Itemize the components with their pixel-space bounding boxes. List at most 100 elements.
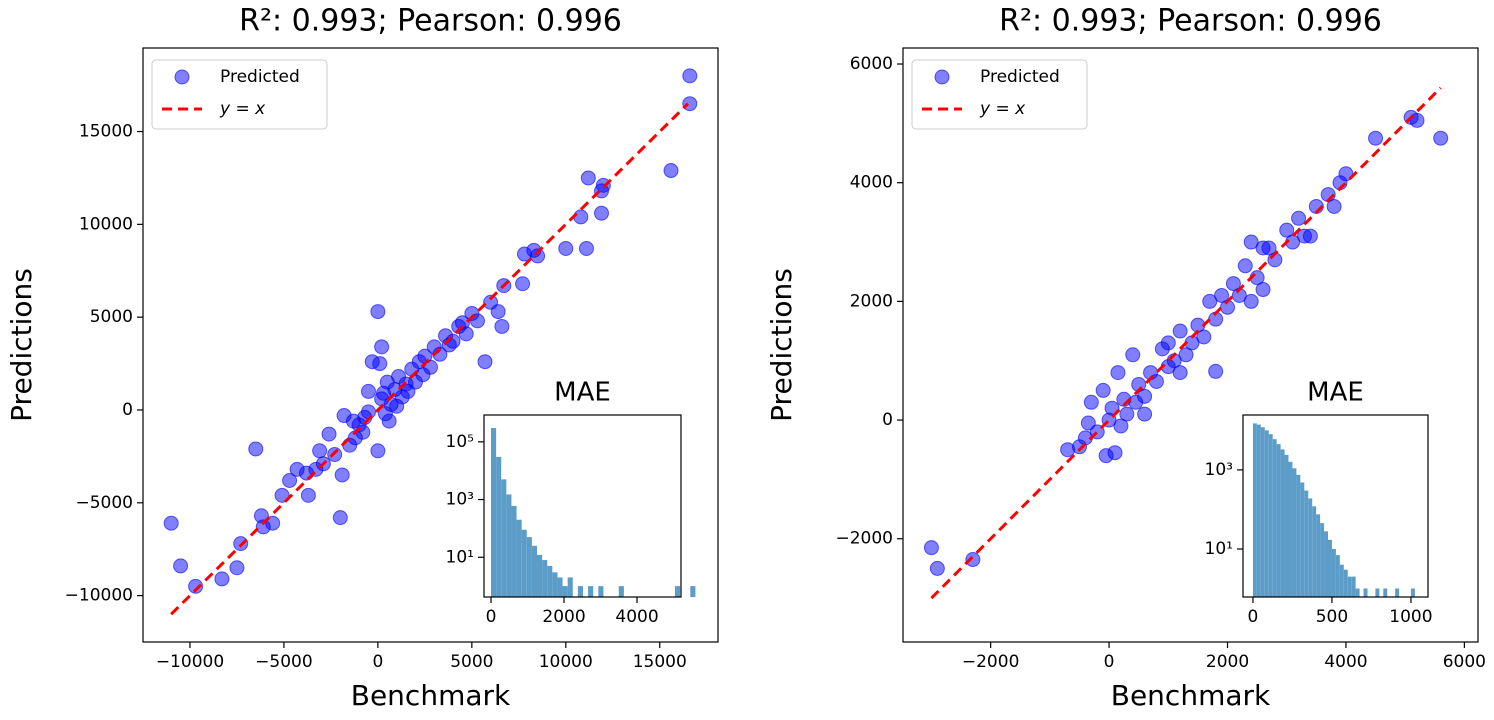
point: [300, 487, 316, 503]
point: [515, 276, 531, 292]
legend-box: [911, 59, 1088, 130]
histogram-bar: [1288, 461, 1293, 597]
x-axis-label: Benchmark: [1111, 679, 1271, 712]
y-tick-label: 10³: [446, 490, 474, 510]
point: [663, 163, 679, 179]
point: [578, 240, 594, 256]
histogram-bar: [598, 586, 604, 597]
x-tick-label: 0: [1248, 607, 1259, 627]
y-tick-label: 10³: [1205, 460, 1233, 480]
point: [173, 558, 189, 574]
y-tick-label: −5000: [75, 493, 133, 513]
histogram-bar: [1410, 588, 1415, 597]
point: [360, 404, 376, 420]
point: [573, 209, 589, 225]
point: [370, 443, 386, 459]
point: [360, 383, 376, 399]
histogram-bar: [577, 586, 583, 597]
point: [494, 318, 510, 334]
y-tick-label: 10¹: [446, 547, 474, 567]
y-tick-label: 10000: [79, 214, 133, 234]
point: [1225, 276, 1241, 292]
point: [454, 315, 470, 331]
histogram-bar: [1280, 449, 1285, 597]
legend-label: Predicted: [980, 67, 1060, 87]
point: [530, 248, 546, 264]
y-tick-label: 6000: [850, 54, 893, 74]
y-tick-label: 15000: [79, 122, 133, 142]
histogram-bar: [1256, 424, 1261, 597]
point: [282, 473, 298, 489]
point: [374, 339, 390, 355]
histogram-bar: [501, 479, 507, 597]
histogram-bar: [1316, 514, 1321, 597]
point: [345, 413, 361, 429]
point: [1202, 293, 1218, 309]
point: [1368, 130, 1384, 146]
histogram-bar: [1347, 576, 1352, 597]
histogram-bar: [588, 586, 594, 597]
histogram-bar: [547, 565, 553, 597]
histogram-bar: [674, 586, 681, 597]
histogram-bar: [506, 494, 512, 597]
point: [923, 540, 939, 556]
histogram-bar: [1327, 539, 1332, 597]
point: [965, 552, 981, 568]
chart-title: MAE: [1307, 378, 1364, 408]
point: [1326, 198, 1342, 214]
point: [376, 385, 392, 401]
x-tick-label: −2000: [962, 652, 1020, 672]
y-tick-label: 10¹: [1205, 539, 1233, 559]
point: [381, 413, 397, 429]
histogram-bar: [1252, 423, 1257, 597]
histogram-bar: [1339, 564, 1344, 597]
x-tick-label: 4000: [1324, 652, 1367, 672]
x-axis-label: Benchmark: [351, 679, 511, 712]
x-tick-label: 0: [1104, 652, 1115, 672]
point: [229, 560, 245, 576]
plot-frame: [483, 414, 682, 598]
x-tick-label: 1000: [1389, 607, 1432, 627]
point: [1125, 347, 1141, 363]
y-axis-label: Predictions: [5, 268, 38, 422]
point: [1243, 293, 1259, 309]
histogram-bar: [557, 577, 563, 597]
histogram-bar: [552, 572, 558, 597]
point: [1178, 347, 1194, 363]
point: [370, 304, 386, 320]
legend-label: Predicted: [220, 67, 300, 87]
y-tick-label: 2000: [850, 291, 893, 311]
histogram-bar: [1312, 506, 1317, 597]
histogram-bar: [1343, 569, 1348, 597]
point: [929, 560, 945, 576]
histogram-bar: [1320, 523, 1325, 597]
y-tick-label: 5000: [90, 307, 133, 327]
point: [312, 443, 328, 459]
histogram-bar: [1375, 588, 1380, 597]
y-tick-label: 0: [882, 410, 893, 430]
point: [274, 487, 290, 503]
legend-label: y = x: [979, 99, 1026, 119]
point: [1302, 228, 1318, 244]
point: [580, 170, 596, 186]
point: [1433, 130, 1449, 146]
histogram-bar: [1264, 430, 1269, 597]
histogram-bar: [542, 560, 548, 597]
histogram-bar: [1331, 548, 1336, 597]
point: [265, 515, 281, 531]
point: [1095, 382, 1111, 398]
point: [415, 367, 431, 383]
point: [490, 304, 506, 320]
point: [188, 578, 204, 594]
histogram-bar: [1260, 427, 1265, 597]
point: [321, 426, 337, 442]
point: [1080, 415, 1096, 431]
x-tick-label: 6000: [1443, 652, 1486, 672]
histogram-bar: [496, 456, 502, 597]
point: [593, 205, 609, 221]
y-tick-label: 10⁵: [446, 432, 474, 452]
x-tick-label: 2000: [1206, 652, 1249, 672]
x-tick-label: 15000: [633, 652, 687, 672]
histogram-bar: [1292, 468, 1297, 597]
point: [1172, 323, 1188, 339]
